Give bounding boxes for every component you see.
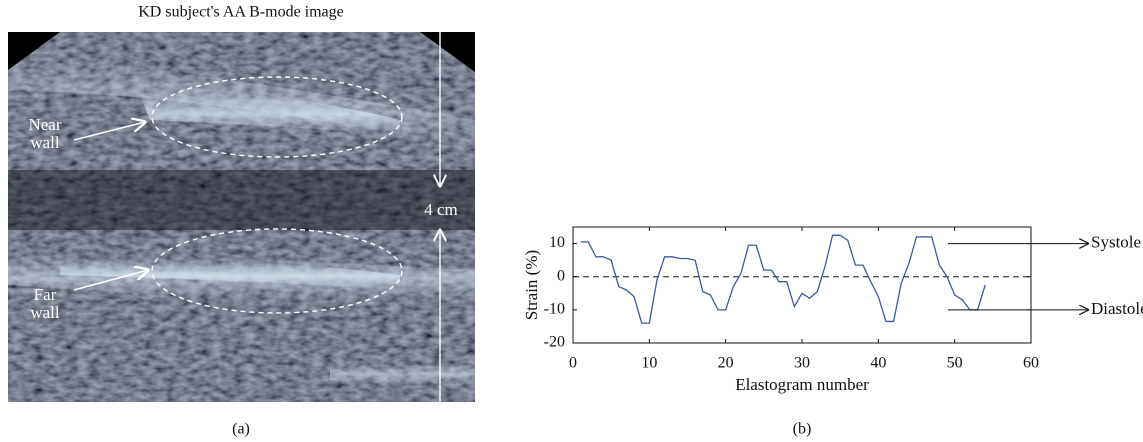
caption: (b) [793,421,812,438]
far-wall-label: wall [30,303,60,322]
x-axis-label: Elastogram number [735,375,869,394]
annotation-label: Diastole [1091,299,1143,318]
x-tick-label: 60 [1023,355,1039,372]
near-wall-label: wall [30,133,60,152]
near-wall-label: Near [28,115,61,134]
y-tick-label: -20 [544,334,565,351]
y-axis-label: Strain (%) [522,250,541,320]
ultrasound-image [8,32,475,402]
y-tick-label: 0 [557,267,565,284]
x-tick-label: 0 [569,355,577,372]
y-tick-label: -10 [544,301,565,318]
caption: (a) [232,421,250,438]
y-tick-label: 10 [549,234,565,251]
image-title: KD subject's AA B-mode image [138,4,344,21]
x-tick-label: 40 [870,355,886,372]
x-tick-label: 20 [718,355,734,372]
strain-chart: 0 10 20 30 40 50 60 -20 -10 0 10 Elastogram number S… [522,226,1143,438]
x-tick-label: 10 [641,355,657,372]
annotation-label: Systole [1091,232,1141,251]
x-tick-label: 50 [947,355,963,372]
x-tick-label: 30 [794,355,810,372]
far-wall-label: Far [34,285,57,304]
scale-label: 4 cm [424,200,458,219]
plot-frame [572,226,1032,344]
strain-line [580,234,986,324]
